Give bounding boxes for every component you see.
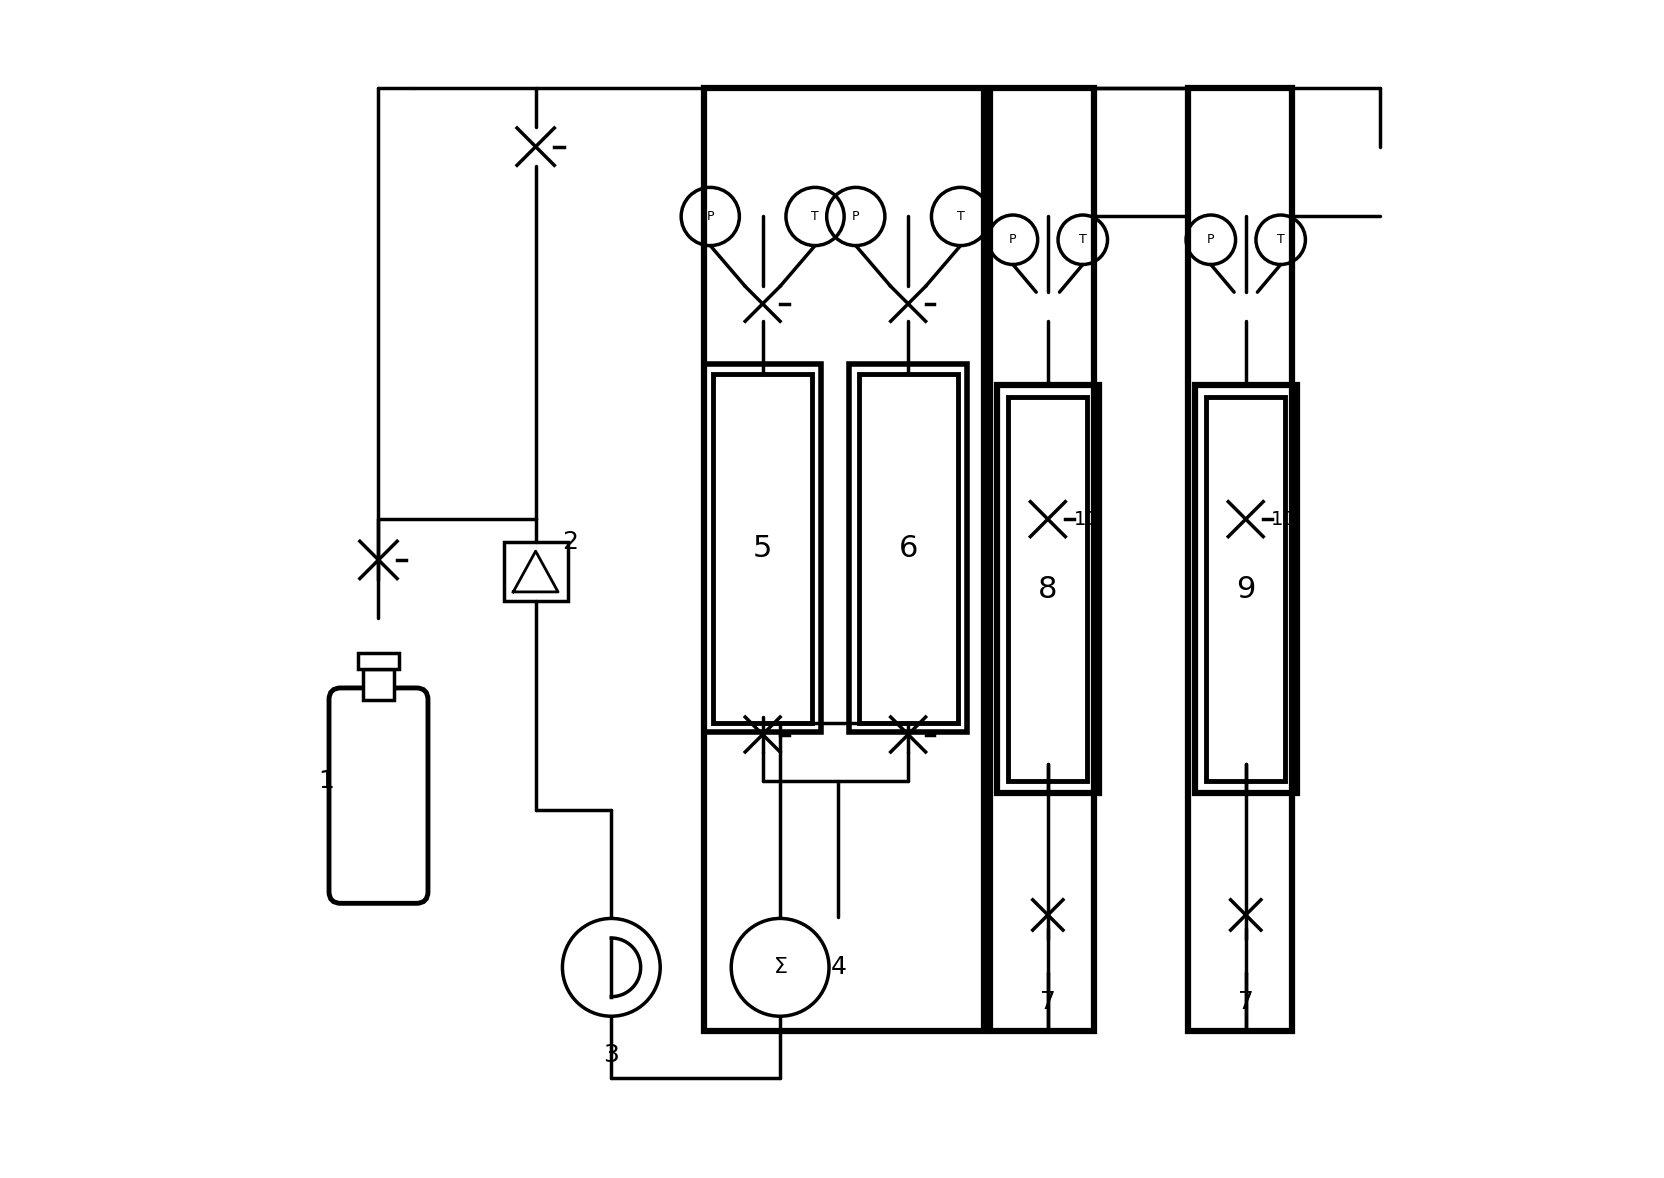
Bar: [503, 542, 567, 601]
Text: 5: 5: [752, 534, 772, 563]
Bar: [363, 669, 393, 700]
Text: 10: 10: [1073, 510, 1098, 529]
Text: 7: 7: [1236, 991, 1253, 1014]
Text: T: T: [1078, 233, 1087, 246]
FancyBboxPatch shape: [329, 688, 428, 904]
Bar: [859, 373, 957, 723]
Text: 10: 10: [1271, 510, 1295, 529]
Bar: [358, 654, 399, 669]
Text: 1: 1: [318, 769, 334, 793]
Text: T: T: [1276, 233, 1285, 246]
Bar: [1008, 397, 1087, 781]
Bar: [704, 88, 983, 1032]
Bar: [712, 373, 812, 723]
Bar: [1186, 88, 1291, 1032]
Text: P: P: [1206, 233, 1213, 246]
Text: P: P: [706, 210, 714, 223]
Text: 8: 8: [1037, 575, 1057, 603]
Bar: [704, 364, 820, 733]
Text: 4: 4: [830, 955, 845, 979]
Text: T: T: [957, 210, 963, 223]
Text: 2: 2: [562, 530, 577, 555]
Bar: [988, 88, 1093, 1032]
Text: 3: 3: [602, 1043, 619, 1066]
Text: T: T: [810, 210, 819, 223]
Bar: [849, 364, 967, 733]
Bar: [997, 385, 1098, 793]
Text: 6: 6: [899, 534, 917, 563]
Text: P: P: [1008, 233, 1017, 246]
Bar: [1205, 397, 1285, 781]
Text: 9: 9: [1235, 575, 1255, 603]
Text: 7: 7: [1040, 991, 1055, 1014]
Bar: [1193, 385, 1296, 793]
Circle shape: [730, 919, 829, 1017]
Circle shape: [562, 919, 661, 1017]
Text: $\Sigma$: $\Sigma$: [772, 958, 787, 978]
Text: P: P: [852, 210, 859, 223]
